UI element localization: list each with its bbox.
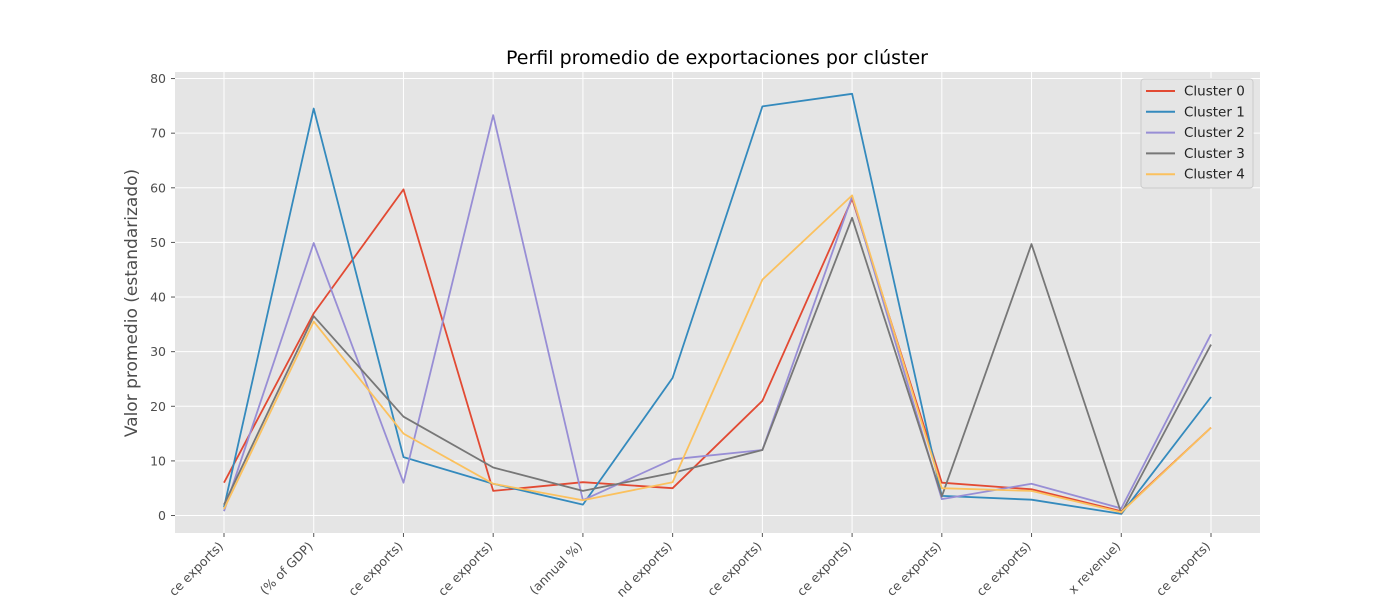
x-tick-label: x revenue) <box>1065 539 1123 597</box>
x-tick-label: (% of GDP) <box>257 539 316 598</box>
x-tick-label: nd exports) <box>613 539 674 600</box>
series-lines <box>223 92 1212 515</box>
y-tick-label: 0 <box>158 508 166 523</box>
x-tick-label: ce exports) <box>794 539 854 599</box>
legend-label: Cluster 2 <box>1184 125 1245 141</box>
chart-title: Perfil promedio de exportaciones por clú… <box>506 47 928 69</box>
x-tick-label: ce exports) <box>884 539 944 599</box>
series-line-cluster-2 <box>223 114 1212 512</box>
y-tick-label: 30 <box>150 344 166 359</box>
y-tick-label: 60 <box>150 180 166 195</box>
series-line-cluster-4 <box>223 194 1212 514</box>
y-tick-label: 70 <box>150 126 166 141</box>
y-tick-label: 20 <box>150 399 166 414</box>
y-tick-label: 50 <box>150 235 166 250</box>
legend-box <box>1140 78 1254 189</box>
x-tick-label: ce exports) <box>166 539 226 599</box>
legend: Cluster 0 Cluster 1 Cluster 2 Cluster 3 Clus… <box>1140 78 1254 189</box>
x-tick-label: ce exports) <box>435 539 495 599</box>
plot-area <box>175 72 1260 533</box>
y-tick-label: 10 <box>150 453 166 468</box>
legend-label: Cluster 0 <box>1184 84 1245 100</box>
y-axis-title: Valor promedio (estandarizado) <box>122 169 142 437</box>
series-line-cluster-0 <box>223 188 1212 513</box>
legend-label: Cluster 4 <box>1184 167 1245 183</box>
x-tick-label: ce exports) <box>704 539 764 599</box>
x-tick-label: ce exports) <box>1153 539 1213 599</box>
series-line-cluster-3 <box>223 216 1212 515</box>
y-tick-label: 80 <box>150 71 166 86</box>
x-tick-label: (annual %) <box>526 539 585 598</box>
x-tick-label: ce exports) <box>345 539 405 599</box>
legend-label: Cluster 1 <box>1184 104 1245 120</box>
legend-label: Cluster 3 <box>1184 146 1245 162</box>
y-tick-label: 40 <box>150 290 166 305</box>
x-tick-label: ce exports) <box>973 539 1033 599</box>
